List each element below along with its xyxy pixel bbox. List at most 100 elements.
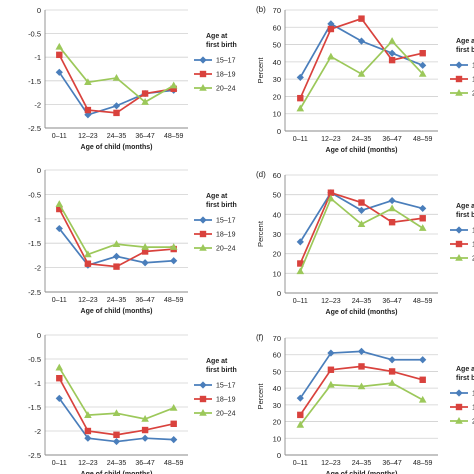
data-point — [296, 104, 305, 112]
legend-title: Age at — [206, 33, 228, 40]
legend-label: 15–17 — [216, 58, 236, 65]
data-point — [419, 376, 426, 383]
data-point — [55, 394, 63, 402]
data-point — [357, 206, 366, 214]
y-tick-label: 0 — [37, 331, 41, 340]
data-point — [358, 15, 365, 22]
legend-swatch-marker — [455, 240, 463, 248]
data-point — [388, 204, 396, 212]
data-point — [169, 403, 178, 411]
y-tick-label: -2 — [34, 264, 41, 273]
chart-panel-1: -2.5 -2 -1.5 -1 -0.5 0 0–11 12–23 24–35 36–47 48–5… — [28, 6, 237, 151]
y-tick-label: 0 — [37, 6, 41, 15]
y-tick-label: -1 — [34, 53, 41, 62]
x-tick-label: 24–35 — [107, 133, 127, 140]
legend-swatch-marker — [199, 216, 207, 224]
x-tick-label: 12–23 — [321, 460, 341, 467]
y-tick-label: -1 — [34, 215, 41, 224]
x-axis-title: Age of child (months) — [81, 308, 153, 315]
data-point — [296, 420, 305, 428]
x-tick-label: 36–47 — [382, 298, 402, 305]
data-point — [112, 437, 121, 446]
y-tick-label: 60 — [273, 351, 281, 360]
legend-swatch-marker — [199, 230, 207, 238]
x-tick-label: 48–59 — [164, 460, 184, 467]
chart-panel-3: -2.5 -2 -1.5 -1 -0.5 0 0–11 12–23 24–35 36–47 48–5… — [28, 166, 237, 315]
x-tick-label: 36–47 — [135, 460, 155, 467]
data-point — [419, 61, 427, 69]
legend-title: first birth — [456, 212, 474, 219]
legend-swatch-marker — [455, 89, 463, 96]
data-point — [296, 73, 304, 82]
chart-panel-5: -2.5 -2 -1.5 -1 -0.5 0 0–11 12–23 24–35 36–47 48–5… — [28, 331, 237, 474]
data-point — [84, 78, 92, 86]
x-axis-title: Age of child (months) — [81, 471, 153, 474]
x-tick-label: 0–11 — [293, 298, 308, 305]
x-tick-label: 48–59 — [413, 298, 433, 305]
x-tick-label: 48–59 — [164, 297, 184, 304]
data-point — [113, 109, 120, 117]
y-tick-label: 70 — [273, 6, 281, 15]
data-point — [141, 259, 149, 267]
x-tick-label: 24–35 — [352, 136, 372, 143]
legend-swatch-marker — [199, 56, 207, 64]
x-tick-label: 48–59 — [413, 460, 433, 467]
y-axis-title: Percent — [256, 220, 265, 247]
data-point — [55, 224, 63, 233]
legend-label: 15–17 — [216, 218, 236, 225]
x-axis-title: Age of child (months) — [81, 144, 153, 151]
data-point — [84, 260, 92, 267]
data-point — [296, 267, 305, 275]
data-point — [297, 411, 304, 419]
legend-label: 15– — [472, 63, 474, 70]
data-point — [112, 102, 121, 110]
data-point — [170, 85, 177, 93]
data-point — [388, 356, 396, 364]
legend-swatch-marker — [455, 75, 463, 83]
legend-swatch-marker — [455, 226, 463, 234]
data-point — [357, 347, 366, 355]
data-point — [357, 37, 366, 45]
x-tick-label: 12–23 — [78, 460, 98, 467]
y-tick-label: 20 — [273, 418, 281, 427]
data-point — [419, 204, 427, 213]
y-tick-label: 40 — [273, 210, 281, 219]
data-point — [296, 238, 304, 246]
legend-swatch-marker — [199, 395, 207, 403]
legend-title: first birth — [456, 375, 474, 382]
legend-label: 20–24 — [216, 246, 236, 253]
data-point — [84, 106, 92, 114]
legend-label: 18–19 — [216, 232, 236, 239]
data-point — [388, 37, 396, 44]
data-point — [327, 20, 335, 28]
data-point — [388, 196, 396, 205]
data-point — [170, 420, 177, 427]
data-point — [296, 394, 304, 402]
y-tick-label: 30 — [273, 230, 281, 239]
data-point — [357, 69, 366, 77]
legend-swatch-marker — [455, 61, 463, 69]
legend-title: first birth — [206, 42, 237, 49]
y-tick-label: 10 — [273, 110, 281, 119]
data-point — [112, 240, 121, 247]
legend-title: Age at — [206, 193, 228, 200]
y-tick-label: 0 — [277, 451, 281, 460]
y-tick-label: 20 — [273, 92, 281, 101]
x-axis-title: Age of child (months) — [326, 471, 398, 474]
data-point — [141, 98, 149, 105]
data-point — [141, 243, 149, 250]
data-point — [169, 81, 178, 89]
x-tick-label: 36–47 — [135, 133, 155, 140]
data-point — [327, 380, 335, 388]
x-tick-label: 0–11 — [52, 297, 67, 304]
chart-panel-4: 0 10 20 30 40 50 60 0–11 12–23 24–35 36–47 48–59 Age… — [256, 170, 474, 316]
data-point — [327, 189, 335, 196]
data-point — [112, 409, 121, 417]
legend-label: 15– — [472, 391, 474, 398]
y-tick-label: -2 — [34, 100, 41, 109]
x-tick-label: 36–47 — [382, 136, 402, 143]
y-tick-label: 30 — [273, 75, 281, 84]
y-tick-label: -2.5 — [28, 288, 41, 297]
y-tick-label: 40 — [273, 58, 281, 67]
y-tick-label: 70 — [273, 334, 281, 343]
